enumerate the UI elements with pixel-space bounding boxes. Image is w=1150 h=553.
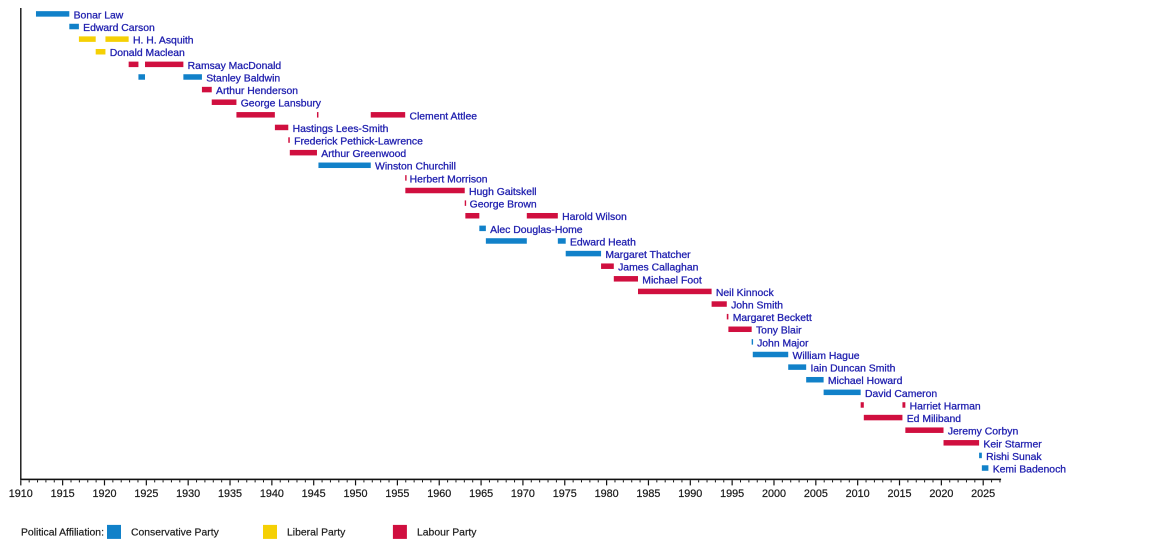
- svg-text:Donald Maclean: Donald Maclean: [110, 48, 185, 59]
- svg-text:1960: 1960: [427, 488, 451, 500]
- svg-text:2010: 2010: [846, 488, 870, 500]
- svg-text:Labour Party: Labour Party: [417, 528, 477, 539]
- svg-text:Clement Attlee: Clement Attlee: [409, 111, 477, 122]
- svg-text:2005: 2005: [804, 488, 828, 500]
- svg-text:Herbert Morrison: Herbert Morrison: [410, 174, 488, 185]
- svg-text:Edward Heath: Edward Heath: [570, 237, 636, 248]
- svg-text:1945: 1945: [302, 488, 326, 500]
- svg-text:Margaret Thatcher: Margaret Thatcher: [605, 250, 691, 261]
- svg-text:Rishi Sunak: Rishi Sunak: [986, 452, 1042, 463]
- svg-text:John Major: John Major: [757, 338, 809, 349]
- svg-text:Margaret Beckett: Margaret Beckett: [733, 313, 812, 324]
- svg-text:George Lansbury: George Lansbury: [241, 99, 322, 110]
- svg-text:1950: 1950: [344, 488, 368, 500]
- svg-text:2015: 2015: [887, 488, 911, 500]
- svg-text:2025: 2025: [971, 488, 995, 500]
- svg-text:Hugh Gaitskell: Hugh Gaitskell: [469, 187, 537, 198]
- svg-text:Harold Wilson: Harold Wilson: [562, 212, 627, 223]
- svg-text:1965: 1965: [469, 488, 493, 500]
- svg-text:1975: 1975: [553, 488, 577, 500]
- svg-text:Michael Howard: Michael Howard: [828, 376, 903, 387]
- svg-text:Neil Kinnock: Neil Kinnock: [716, 288, 775, 299]
- svg-text:Edward Carson: Edward Carson: [83, 23, 155, 34]
- svg-text:1970: 1970: [511, 488, 535, 500]
- svg-text:2020: 2020: [929, 488, 953, 500]
- svg-text:Kemi Badenoch: Kemi Badenoch: [993, 464, 1067, 475]
- svg-text:1940: 1940: [260, 488, 284, 500]
- svg-text:1915: 1915: [51, 488, 75, 500]
- svg-text:Hastings Lees-Smith: Hastings Lees-Smith: [293, 124, 389, 135]
- svg-text:1990: 1990: [678, 488, 702, 500]
- svg-text:James Callaghan: James Callaghan: [618, 263, 699, 274]
- svg-text:Tony Blair: Tony Blair: [756, 326, 802, 337]
- svg-text:1985: 1985: [636, 488, 660, 500]
- svg-text:Iain Duncan Smith: Iain Duncan Smith: [810, 364, 895, 375]
- svg-text:Stanley Baldwin: Stanley Baldwin: [206, 73, 280, 84]
- svg-text:1935: 1935: [218, 488, 242, 500]
- svg-text:Ed Miliband: Ed Miliband: [907, 414, 962, 425]
- svg-text:Frederick Pethick-Lawrence: Frederick Pethick-Lawrence: [294, 137, 423, 148]
- svg-text:Political Affiliation:: Political Affiliation:: [21, 528, 104, 539]
- svg-text:1980: 1980: [595, 488, 619, 500]
- svg-text:1910: 1910: [9, 488, 33, 500]
- svg-text:1930: 1930: [176, 488, 200, 500]
- svg-text:Winston Churchill: Winston Churchill: [375, 162, 456, 173]
- svg-text:H. H. Asquith: H. H. Asquith: [133, 36, 194, 47]
- svg-text:Jeremy Corbyn: Jeremy Corbyn: [948, 427, 1019, 438]
- svg-text:Harriet Harman: Harriet Harman: [910, 401, 981, 412]
- svg-text:Keir Starmer: Keir Starmer: [983, 439, 1042, 450]
- svg-text:George Brown: George Brown: [470, 200, 537, 211]
- svg-text:William Hague: William Hague: [793, 351, 860, 362]
- svg-text:1920: 1920: [92, 488, 116, 500]
- svg-text:Bonar Law: Bonar Law: [74, 10, 124, 21]
- svg-text:1995: 1995: [720, 488, 744, 500]
- svg-text:Arthur Henderson: Arthur Henderson: [216, 86, 298, 97]
- svg-text:Alec Douglas-Home: Alec Douglas-Home: [490, 225, 583, 236]
- svg-text:2000: 2000: [762, 488, 786, 500]
- svg-text:Michael Foot: Michael Foot: [642, 275, 702, 286]
- svg-text:John Smith: John Smith: [731, 300, 783, 311]
- svg-text:Arthur Greenwood: Arthur Greenwood: [321, 149, 406, 160]
- svg-text:1925: 1925: [134, 488, 158, 500]
- svg-text:Conservative Party: Conservative Party: [131, 528, 220, 539]
- svg-text:David Cameron: David Cameron: [865, 389, 937, 400]
- svg-text:Liberal Party: Liberal Party: [287, 528, 346, 539]
- svg-text:1955: 1955: [385, 488, 409, 500]
- svg-text:Ramsay MacDonald: Ramsay MacDonald: [188, 61, 282, 72]
